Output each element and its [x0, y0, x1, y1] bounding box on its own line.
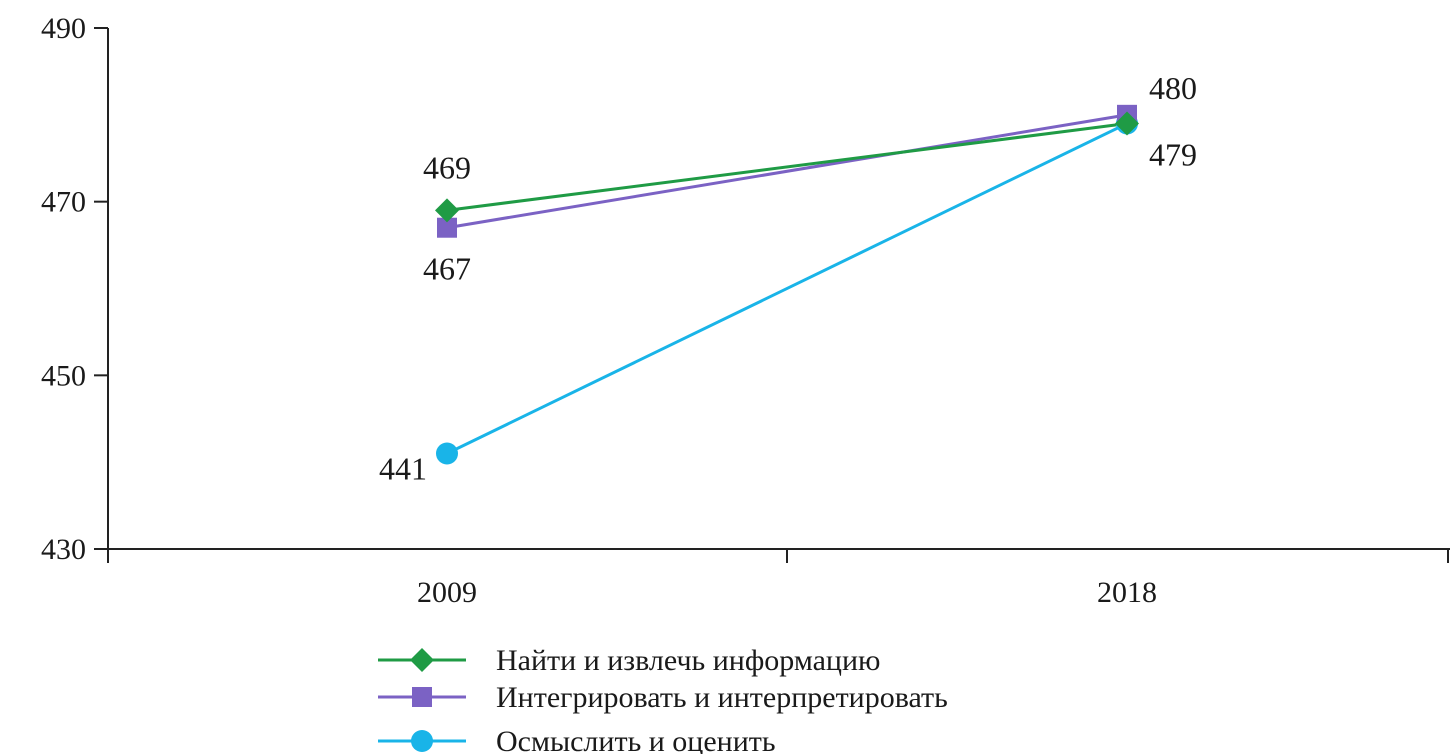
x-tick-label: 2018 [1097, 576, 1157, 609]
legend-marker [410, 648, 434, 672]
series-markers [435, 104, 1139, 465]
legend-entry-label: Осмыслить и оценить [496, 725, 776, 754]
y-tick-label: 490 [41, 12, 86, 45]
data-label: 480 [1149, 70, 1197, 106]
series-point [436, 442, 458, 465]
series-point [435, 198, 459, 223]
data-label: 469 [423, 149, 471, 185]
series-point [1115, 111, 1139, 136]
y-tick-label: 430 [41, 533, 86, 566]
data-label: 467 [423, 251, 471, 287]
legend-entry-label: Найти и извлечь информацию [496, 644, 880, 677]
series-line [446, 122, 1128, 455]
legend-marker [412, 687, 432, 707]
data-label: 441 [379, 450, 427, 486]
legend: Найти и извлечь информацию Интегрировать … [378, 644, 948, 754]
y-tick-label: 470 [41, 186, 86, 219]
data-labels: 469 479 467 480 441 [379, 70, 1197, 487]
series-line [446, 122, 1128, 212]
legend-marker [411, 730, 433, 752]
data-label: 479 [1149, 137, 1197, 173]
series-lines [446, 113, 1128, 455]
y-tick-label: 450 [41, 359, 86, 392]
axes: 430 450 470 490 2009 2018 [41, 12, 1450, 609]
legend-entry-label: Интегрировать и интерпретировать [496, 681, 948, 714]
series-point [437, 217, 457, 238]
x-tick-label: 2009 [417, 576, 477, 609]
series-line [446, 113, 1128, 230]
